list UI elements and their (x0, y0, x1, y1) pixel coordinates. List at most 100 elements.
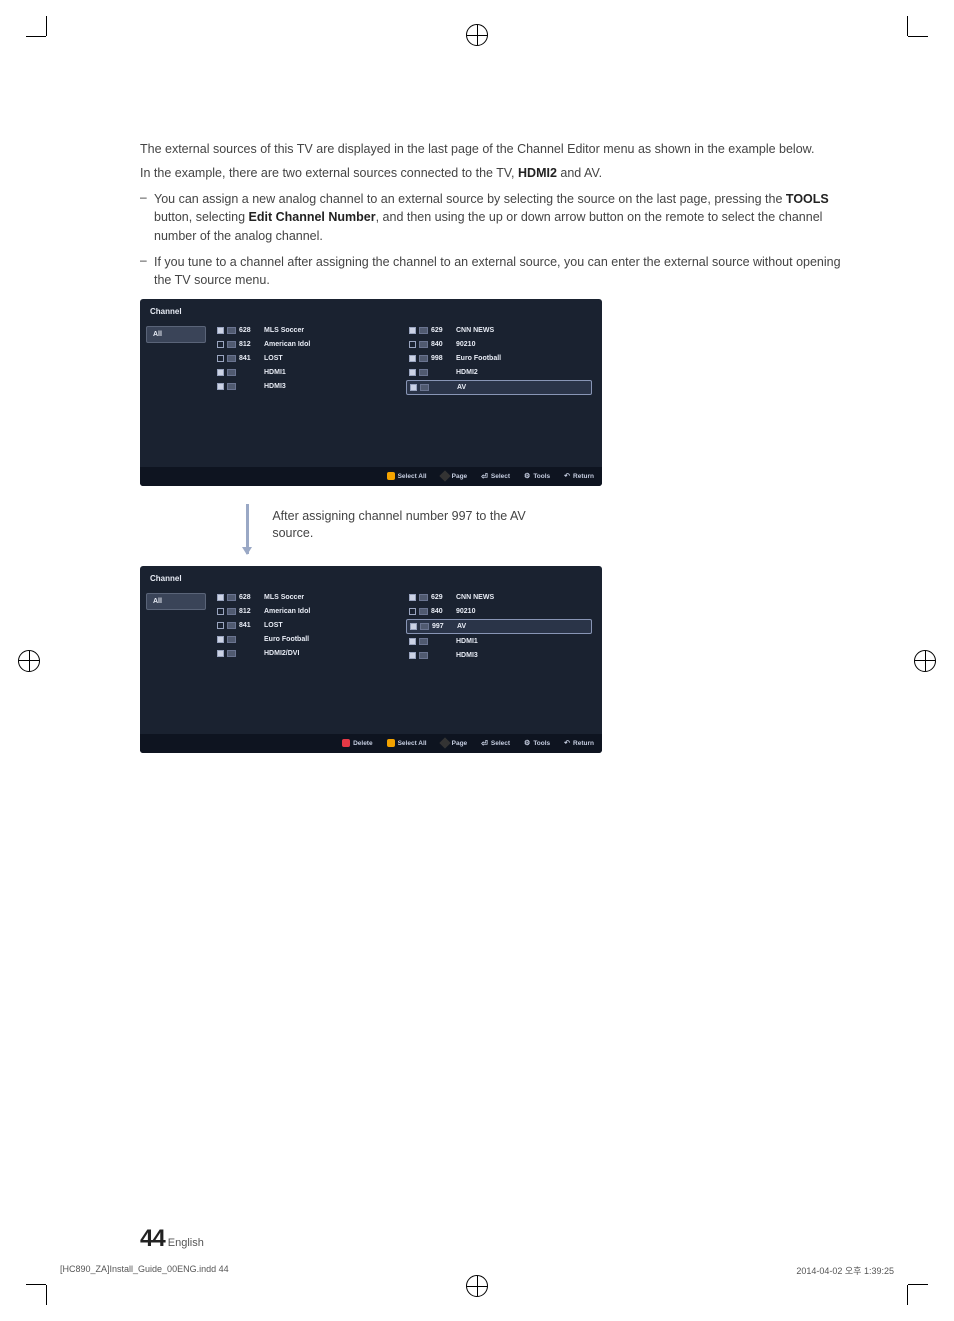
arrow-down-icon (246, 504, 249, 554)
channel-type-icon (419, 369, 428, 376)
checkbox-icon[interactable] (409, 355, 416, 362)
channel-row[interactable]: 628MLS Soccer (214, 324, 400, 337)
channel-column-left: 628MLS Soccer812American Idol841LOSTHDMI… (214, 324, 400, 465)
channel-panel-after: Channel All 628MLS Soccer812American Ido… (140, 566, 602, 753)
channel-row[interactable]: 84090210 (406, 338, 592, 351)
channel-type-icon (227, 341, 236, 348)
checkbox-icon[interactable] (217, 622, 224, 629)
footer-select-all[interactable]: Select All (387, 472, 427, 481)
checkbox-icon[interactable] (217, 341, 224, 348)
footer-tools[interactable]: ⚙Tools (524, 739, 550, 748)
key-return-icon: ↶ (564, 472, 570, 480)
channel-row[interactable]: AV (406, 380, 592, 395)
checkbox-icon[interactable] (217, 636, 224, 643)
intro-src: HDMI2 (518, 166, 557, 180)
channel-row[interactable]: 628MLS Soccer (214, 591, 400, 604)
checkbox-icon[interactable] (217, 594, 224, 601)
channel-row[interactable]: HDMI1 (214, 366, 400, 379)
bullet-bold: TOOLS (786, 192, 829, 206)
footer-select[interactable]: ⏎Select (481, 472, 510, 481)
footer-select[interactable]: ⏎Select (481, 739, 510, 748)
channel-number: 628 (239, 327, 261, 334)
checkbox-icon[interactable] (410, 623, 417, 630)
crop-mark (26, 1284, 46, 1285)
key-tools-icon: ⚙ (524, 472, 530, 480)
key-b-icon (387, 472, 395, 480)
channel-row[interactable]: 812American Idol (214, 605, 400, 618)
channel-row[interactable]: 997AV (406, 619, 592, 634)
footer-label: Return (573, 473, 594, 480)
checkbox-icon[interactable] (217, 355, 224, 362)
channel-row[interactable]: HDMI2/DVI (214, 647, 400, 660)
checkbox-icon[interactable] (409, 638, 416, 645)
registration-mark-icon (914, 650, 936, 672)
footer-select-all[interactable]: Select All (387, 739, 427, 748)
checkbox-icon[interactable] (217, 369, 224, 376)
intro-line-1: The external sources of this TV are disp… (140, 140, 854, 158)
channel-row[interactable]: 84090210 (406, 605, 592, 618)
channel-row[interactable]: 629CNN NEWS (406, 591, 592, 604)
channel-name: HDMI3 (456, 652, 478, 659)
page-lang: English (168, 1237, 204, 1249)
channel-name: Euro Football (264, 636, 309, 643)
checkbox-icon[interactable] (217, 383, 224, 390)
caption-text: After assigning channel number 997 to th… (272, 504, 552, 543)
checkbox-icon[interactable] (409, 608, 416, 615)
footer-label: Select All (398, 740, 427, 747)
footer-delete[interactable]: Delete (342, 739, 373, 748)
footer-page[interactable]: Page (441, 472, 468, 481)
checkbox-icon[interactable] (409, 652, 416, 659)
channel-row[interactable]: HDMI3 (406, 649, 592, 662)
footer-tools[interactable]: ⚙Tools (524, 472, 550, 481)
channel-row[interactable]: HDMI2 (406, 366, 592, 379)
sidebar-item-all[interactable]: All (146, 326, 206, 343)
channel-row[interactable]: HDMI3 (214, 380, 400, 393)
crop-mark (907, 1285, 908, 1305)
checkbox-icon[interactable] (410, 384, 417, 391)
checkbox-icon[interactable] (409, 369, 416, 376)
channel-number: 997 (432, 623, 454, 630)
channel-row[interactable]: HDMI1 (406, 635, 592, 648)
channel-row[interactable]: 629CNN NEWS (406, 324, 592, 337)
panel-footer: Delete Select All Page ⏎Select ⚙Tools ↶R… (140, 734, 602, 753)
channel-name: MLS Soccer (264, 594, 304, 601)
footer-return[interactable]: ↶Return (564, 739, 594, 748)
footer-filename: [HC890_ZA]Install_Guide_00ENG.indd 44 (60, 1264, 229, 1277)
channel-row[interactable]: 998Euro Football (406, 352, 592, 365)
panel-footer: Select All Page ⏎Select ⚙Tools ↶Return (140, 467, 602, 486)
channel-panel-before: Channel All 628MLS Soccer812American Ido… (140, 299, 602, 486)
channel-column-right: 629CNN NEWS84090210997AVHDMI1 HDMI3 (406, 591, 592, 732)
checkbox-icon[interactable] (409, 341, 416, 348)
crop-mark (46, 1285, 47, 1305)
bullet-pre: You can assign a new analog channel to a… (154, 192, 786, 206)
checkbox-icon[interactable] (409, 594, 416, 601)
crop-mark (908, 1284, 928, 1285)
key-enter-icon: ⏎ (481, 739, 488, 748)
channel-row[interactable]: Euro Football (214, 633, 400, 646)
footer-label: Select (491, 473, 510, 480)
channel-number: 628 (239, 594, 261, 601)
channel-type-icon (227, 327, 236, 334)
channel-number: 841 (239, 622, 261, 629)
panel-sidebar: All (146, 589, 206, 734)
dash-icon: – (140, 190, 154, 244)
checkbox-icon[interactable] (217, 327, 224, 334)
footer-return[interactable]: ↶Return (564, 472, 594, 481)
channel-type-icon (227, 355, 236, 362)
channel-row[interactable]: 812American Idol (214, 338, 400, 351)
channel-name: 90210 (456, 341, 475, 348)
checkbox-icon[interactable] (409, 327, 416, 334)
channel-type-icon (419, 638, 428, 645)
checkbox-icon[interactable] (217, 650, 224, 657)
channel-name: American Idol (264, 608, 310, 615)
channel-row[interactable]: 841LOST (214, 352, 400, 365)
page-num-value: 44 (140, 1225, 165, 1252)
checkbox-icon[interactable] (217, 608, 224, 615)
key-enter-icon: ⏎ (481, 472, 488, 481)
channel-number: 998 (431, 355, 453, 362)
footer-date: 2014-04-02 오후 1:39:25 (796, 1264, 894, 1277)
channel-row[interactable]: 841LOST (214, 619, 400, 632)
sidebar-item-all[interactable]: All (146, 593, 206, 610)
footer-page[interactable]: Page (441, 739, 468, 748)
key-tools-icon: ⚙ (524, 739, 530, 747)
